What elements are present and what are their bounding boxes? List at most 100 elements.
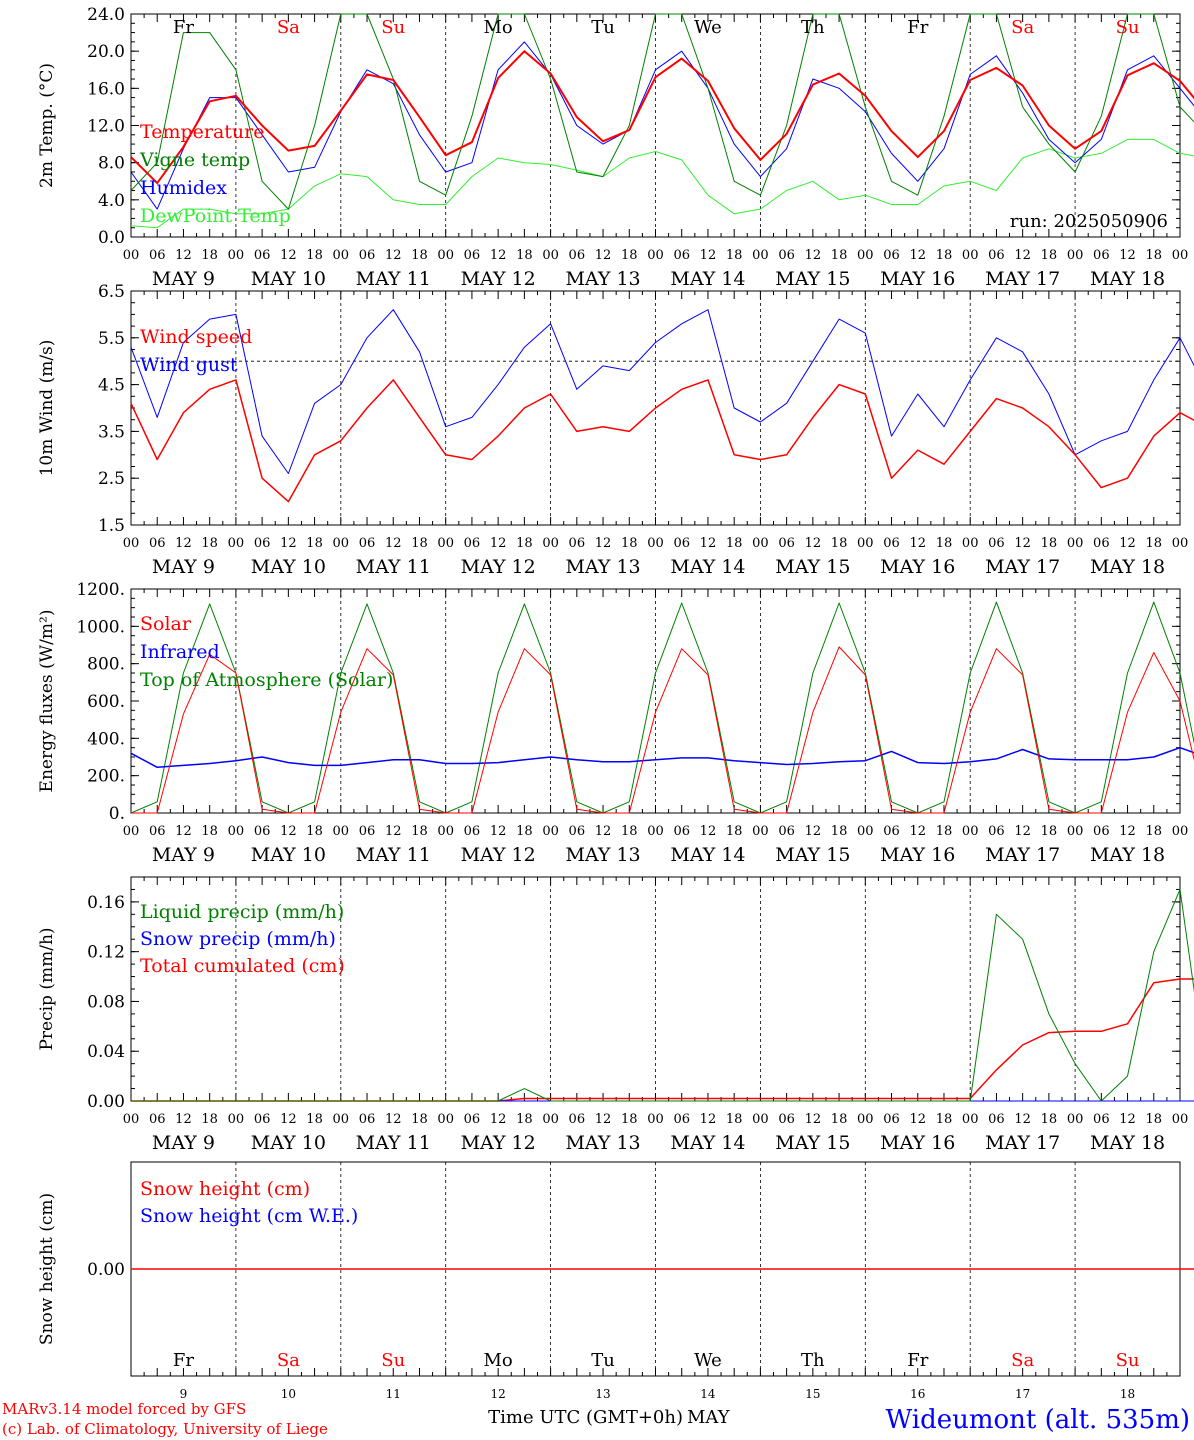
hour-label: 12 xyxy=(595,1112,612,1127)
hour-label: 00 xyxy=(857,824,874,839)
hour-label: 06 xyxy=(988,824,1005,839)
date-label: MAY 9 xyxy=(152,556,215,578)
hour-label: 18 xyxy=(621,248,638,263)
legend-entry: Snow precip (mm/h) xyxy=(140,928,336,950)
hour-label: 12 xyxy=(280,536,297,551)
hour-label: 18 xyxy=(1146,1112,1163,1127)
hour-label: 12 xyxy=(1014,1112,1031,1127)
hour-label: 12 xyxy=(490,1112,507,1127)
hour-label: 12 xyxy=(385,824,402,839)
weekday-label: We xyxy=(694,17,722,38)
model-credit: MARv3.14 model forced by GFS xyxy=(2,1400,246,1418)
date-label: MAY 10 xyxy=(251,556,326,578)
hour-label: 12 xyxy=(1119,536,1136,551)
hour-label: 06 xyxy=(673,824,690,839)
weekday-label: Th xyxy=(801,17,825,38)
hour-label: 06 xyxy=(778,248,795,263)
y-tick-label: 200. xyxy=(87,767,125,787)
hour-label: 00 xyxy=(1067,1112,1084,1127)
y-tick-label: 3.5 xyxy=(98,422,125,442)
date-label: MAY 13 xyxy=(565,1132,640,1154)
hour-label: 00 xyxy=(228,824,245,839)
series-line-blue xyxy=(130,309,1194,474)
hour-label: 06 xyxy=(673,536,690,551)
hour-label: 18 xyxy=(726,248,743,263)
weekday-label: Sa xyxy=(1011,1350,1034,1371)
date-label: MAY 9 xyxy=(152,1132,215,1154)
hour-label: 12 xyxy=(175,536,192,551)
date-label: MAY 15 xyxy=(775,844,850,866)
hour-label: 06 xyxy=(464,824,481,839)
hour-label: 06 xyxy=(149,824,166,839)
hour-label: 00 xyxy=(437,536,454,551)
y-tick-label: 16.0 xyxy=(87,79,125,99)
hour-label: 18 xyxy=(201,824,218,839)
date-label: MAY 16 xyxy=(880,844,955,866)
legend-entry: Solar xyxy=(140,613,192,635)
day-number: 17 xyxy=(1015,1387,1030,1401)
hour-label: 06 xyxy=(254,248,271,263)
plot-frame xyxy=(130,13,1181,238)
hour-label: 06 xyxy=(149,248,166,263)
hour-label: 06 xyxy=(569,248,586,263)
hour-label: 18 xyxy=(726,824,743,839)
y-axis-label: Snow height (cm) xyxy=(37,1193,57,1345)
legend-entry: DewPoint Temp xyxy=(140,205,291,227)
day-number: 13 xyxy=(595,1387,610,1401)
hour-label: 06 xyxy=(988,248,1005,263)
station-label: Wideumont (alt. 535m) xyxy=(886,1405,1190,1435)
x-axis-label: Time UTC (GMT+0h) xyxy=(488,1407,683,1428)
legend-entry: Wind speed xyxy=(140,326,252,348)
hour-label: 00 xyxy=(123,1112,140,1127)
hour-label: 06 xyxy=(988,1112,1005,1127)
date-label: MAY 17 xyxy=(985,844,1060,866)
run-label: run: 2025050906 xyxy=(1010,211,1168,232)
hour-label: 00 xyxy=(437,824,454,839)
hour-label: 06 xyxy=(1093,1112,1110,1127)
hour-label: 00 xyxy=(647,536,664,551)
hour-label: 12 xyxy=(909,536,926,551)
hour-label: 18 xyxy=(516,1112,533,1127)
y-tick-label: 12.0 xyxy=(87,117,125,137)
hour-label: 12 xyxy=(490,536,507,551)
date-label: MAY 12 xyxy=(461,1132,536,1154)
hour-label: 00 xyxy=(752,536,769,551)
day-number: 10 xyxy=(281,1387,296,1401)
hour-label: 00 xyxy=(857,248,874,263)
hour-label: 18 xyxy=(516,824,533,839)
hour-label: 00 xyxy=(228,248,245,263)
series-line-red xyxy=(131,978,1194,1102)
hour-label: 00 xyxy=(1172,248,1189,263)
hour-label: 12 xyxy=(700,1112,717,1127)
month-label: MAY xyxy=(687,1407,731,1428)
weekday-label: Fr xyxy=(907,17,928,38)
series-line-lightgreen xyxy=(130,138,1194,229)
y-tick-label: 4.0 xyxy=(98,191,125,211)
series-line-red xyxy=(131,646,1194,814)
y-tick-label: 1200. xyxy=(76,580,125,600)
hour-label: 00 xyxy=(962,248,979,263)
date-label: MAY 9 xyxy=(152,844,215,866)
hour-label: 00 xyxy=(437,248,454,263)
series-line-blue xyxy=(130,41,1194,210)
hour-label: 18 xyxy=(306,248,323,263)
date-label: MAY 14 xyxy=(670,844,745,866)
date-label: MAY 14 xyxy=(670,1132,745,1154)
hour-label: 18 xyxy=(726,536,743,551)
hour-label: 00 xyxy=(228,1112,245,1127)
hour-label: 18 xyxy=(306,1112,323,1127)
hour-label: 12 xyxy=(805,824,822,839)
hour-label: 12 xyxy=(490,248,507,263)
hour-label: 12 xyxy=(909,248,926,263)
hour-label: 00 xyxy=(333,248,350,263)
date-label: MAY 17 xyxy=(985,1132,1060,1154)
y-tick-label: 6.5 xyxy=(98,282,125,302)
date-label: MAY 15 xyxy=(775,556,850,578)
hour-label: 18 xyxy=(936,1112,953,1127)
hour-label: 18 xyxy=(201,1112,218,1127)
hour-label: 06 xyxy=(883,536,900,551)
y-tick-label: 800. xyxy=(87,655,125,675)
hour-label: 18 xyxy=(1041,824,1058,839)
hour-label: 12 xyxy=(385,248,402,263)
